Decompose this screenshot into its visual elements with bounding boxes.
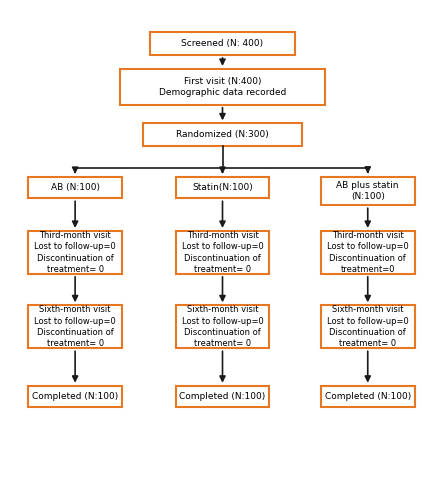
Text: First visit (N:400)
Demographic data recorded: First visit (N:400) Demographic data rec… — [159, 76, 286, 97]
Text: Randomized (N:300): Randomized (N:300) — [176, 130, 269, 140]
FancyBboxPatch shape — [175, 177, 270, 199]
FancyBboxPatch shape — [321, 176, 415, 206]
FancyBboxPatch shape — [120, 69, 325, 105]
Text: Completed (N:100): Completed (N:100) — [32, 392, 118, 401]
FancyBboxPatch shape — [143, 124, 302, 146]
FancyBboxPatch shape — [175, 231, 270, 274]
Text: Sixth-month visit
Lost to follow-up=0
Discontinuation of
treatment= 0: Sixth-month visit Lost to follow-up=0 Di… — [34, 305, 116, 348]
Text: AB plus statin
(N:100): AB plus statin (N:100) — [336, 180, 399, 201]
Text: Completed (N:100): Completed (N:100) — [324, 392, 411, 401]
Text: Statin(N:100): Statin(N:100) — [192, 183, 253, 192]
Text: Third-month visit
Lost to follow-up=0
Discontinuation of
treatment= 0: Third-month visit Lost to follow-up=0 Di… — [182, 230, 263, 274]
Text: Sixth-month visit
Lost to follow-up=0
Discontinuation of
treatment= 0: Sixth-month visit Lost to follow-up=0 Di… — [182, 305, 263, 348]
Text: AB (N:100): AB (N:100) — [51, 183, 100, 192]
FancyBboxPatch shape — [321, 231, 415, 274]
Text: Sixth-month visit
Lost to follow-up=0
Discontinuation of
treatment= 0: Sixth-month visit Lost to follow-up=0 Di… — [327, 305, 409, 348]
FancyBboxPatch shape — [28, 177, 122, 199]
FancyBboxPatch shape — [150, 32, 295, 55]
FancyBboxPatch shape — [28, 231, 122, 274]
Text: Screened (N: 400): Screened (N: 400) — [182, 39, 263, 48]
FancyBboxPatch shape — [321, 386, 415, 407]
FancyBboxPatch shape — [28, 386, 122, 407]
FancyBboxPatch shape — [175, 386, 270, 407]
FancyBboxPatch shape — [175, 305, 270, 348]
Text: Third-month visit
Lost to follow-up=0
Discontinuation of
treatment= 0: Third-month visit Lost to follow-up=0 Di… — [34, 230, 116, 274]
Text: Completed (N:100): Completed (N:100) — [179, 392, 266, 401]
Text: Third-month visit
Lost to follow-up=0
Discontinuation of
treatment=0: Third-month visit Lost to follow-up=0 Di… — [327, 230, 409, 274]
FancyBboxPatch shape — [321, 305, 415, 348]
FancyBboxPatch shape — [28, 305, 122, 348]
